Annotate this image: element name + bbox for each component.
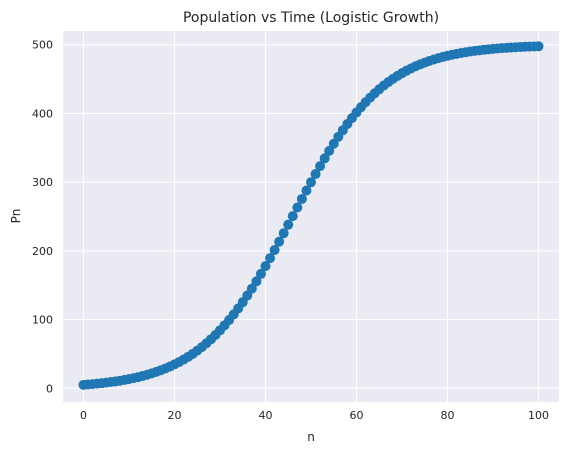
- data-point: [269, 244, 280, 255]
- grid-lines-y: [63, 44, 559, 389]
- x-tick-label: 20: [167, 409, 181, 422]
- data-point: [533, 41, 544, 52]
- x-axis-label: n: [307, 430, 315, 444]
- data-point: [251, 276, 262, 287]
- data-point: [301, 185, 312, 196]
- y-tick-label: 200: [32, 245, 53, 258]
- y-tick-label: 0: [46, 382, 53, 395]
- x-tick-label: 60: [350, 409, 364, 422]
- data-point: [324, 145, 335, 156]
- x-tick-labels: 0 20 40 60 80 100: [80, 409, 549, 422]
- data-points: [78, 41, 544, 390]
- x-tick-label: 80: [441, 409, 455, 422]
- data-point: [287, 211, 298, 222]
- plot-area-background: [63, 31, 559, 402]
- data-point: [315, 161, 326, 172]
- data-point: [319, 153, 330, 164]
- data-point: [265, 253, 276, 264]
- grid-lines-x: [82, 31, 540, 402]
- y-tick-label: 400: [32, 107, 53, 120]
- x-tick-label: 100: [528, 409, 549, 422]
- data-point: [255, 268, 266, 279]
- data-point: [310, 169, 321, 180]
- data-point: [306, 177, 316, 188]
- data-point: [292, 202, 303, 213]
- data-point: [283, 219, 294, 230]
- data-point: [260, 261, 271, 272]
- chart-title: Population vs Time (Logistic Growth): [183, 10, 439, 26]
- data-point: [246, 283, 257, 294]
- y-tick-labels: 0 100 200 300 400 500: [32, 39, 53, 396]
- y-tick-label: 100: [32, 314, 53, 327]
- data-point: [296, 193, 307, 204]
- y-tick-label: 500: [32, 39, 53, 52]
- data-point: [274, 236, 285, 247]
- data-point: [278, 228, 289, 239]
- y-tick-label: 300: [32, 176, 53, 189]
- x-tick-label: 40: [258, 409, 272, 422]
- y-axis-label: Pn: [9, 209, 23, 224]
- x-tick-label: 0: [80, 409, 87, 422]
